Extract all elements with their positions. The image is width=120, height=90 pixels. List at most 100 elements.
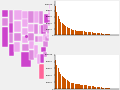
- FancyBboxPatch shape: [40, 54, 44, 63]
- FancyBboxPatch shape: [41, 25, 46, 34]
- Bar: [69, 82, 70, 89]
- Bar: [82, 85, 83, 89]
- Bar: [97, 87, 98, 89]
- Bar: [92, 32, 93, 35]
- Bar: [94, 33, 95, 35]
- FancyBboxPatch shape: [43, 41, 48, 47]
- Bar: [72, 30, 73, 35]
- Bar: [98, 33, 99, 35]
- Bar: [55, 60, 56, 89]
- Bar: [103, 34, 104, 35]
- FancyBboxPatch shape: [9, 20, 13, 36]
- Bar: [84, 85, 85, 89]
- Bar: [59, 19, 60, 35]
- FancyBboxPatch shape: [28, 24, 34, 32]
- Bar: [102, 88, 103, 89]
- Bar: [94, 86, 95, 89]
- Bar: [63, 77, 64, 89]
- Bar: [58, 16, 59, 35]
- Bar: [85, 32, 86, 35]
- Bar: [72, 83, 73, 89]
- FancyBboxPatch shape: [48, 22, 50, 26]
- FancyBboxPatch shape: [22, 11, 28, 19]
- Bar: [85, 85, 86, 89]
- FancyBboxPatch shape: [9, 44, 15, 56]
- FancyBboxPatch shape: [34, 45, 38, 58]
- FancyBboxPatch shape: [29, 41, 34, 49]
- FancyBboxPatch shape: [39, 64, 45, 78]
- Point: [8, 83, 9, 85]
- Bar: [67, 27, 68, 35]
- FancyBboxPatch shape: [34, 12, 39, 23]
- Bar: [99, 87, 100, 89]
- Bar: [81, 31, 82, 35]
- FancyBboxPatch shape: [48, 10, 50, 12]
- Bar: [64, 78, 65, 89]
- FancyBboxPatch shape: [2, 18, 8, 26]
- FancyBboxPatch shape: [2, 10, 8, 17]
- FancyBboxPatch shape: [2, 27, 8, 47]
- Bar: [107, 34, 108, 35]
- FancyBboxPatch shape: [43, 34, 47, 41]
- Bar: [65, 79, 66, 89]
- Bar: [106, 34, 107, 35]
- Bar: [88, 86, 89, 89]
- Bar: [86, 86, 87, 89]
- FancyBboxPatch shape: [48, 12, 50, 16]
- Bar: [80, 31, 81, 35]
- Bar: [63, 24, 64, 35]
- Bar: [76, 84, 77, 89]
- Bar: [77, 84, 78, 89]
- Bar: [89, 86, 90, 89]
- Bar: [101, 33, 102, 35]
- Bar: [82, 31, 83, 35]
- FancyBboxPatch shape: [22, 28, 28, 35]
- Bar: [67, 80, 68, 89]
- FancyBboxPatch shape: [14, 42, 20, 52]
- Bar: [101, 87, 102, 89]
- Bar: [81, 85, 82, 89]
- Bar: [102, 34, 103, 35]
- Bar: [95, 33, 96, 35]
- Bar: [80, 85, 81, 89]
- Bar: [75, 30, 76, 35]
- FancyBboxPatch shape: [14, 10, 22, 20]
- FancyBboxPatch shape: [37, 54, 40, 64]
- Point: [3, 83, 5, 85]
- Bar: [71, 29, 72, 35]
- Bar: [77, 31, 78, 35]
- Bar: [98, 87, 99, 89]
- Bar: [71, 83, 72, 89]
- FancyBboxPatch shape: [41, 47, 46, 52]
- Bar: [62, 23, 63, 35]
- FancyBboxPatch shape: [21, 52, 31, 67]
- FancyBboxPatch shape: [34, 24, 38, 34]
- Bar: [69, 28, 70, 35]
- Bar: [90, 86, 91, 89]
- FancyBboxPatch shape: [22, 36, 28, 43]
- FancyBboxPatch shape: [38, 36, 43, 42]
- Bar: [105, 34, 106, 35]
- Bar: [93, 33, 94, 35]
- FancyBboxPatch shape: [14, 21, 21, 32]
- FancyBboxPatch shape: [22, 44, 29, 51]
- Bar: [84, 31, 85, 35]
- Bar: [105, 88, 106, 89]
- Bar: [76, 31, 77, 35]
- Bar: [73, 30, 74, 35]
- FancyBboxPatch shape: [47, 29, 49, 34]
- FancyBboxPatch shape: [45, 14, 50, 23]
- Bar: [97, 33, 98, 35]
- Bar: [56, 65, 57, 89]
- Bar: [108, 88, 110, 89]
- Bar: [73, 83, 74, 89]
- Bar: [60, 22, 61, 35]
- Bar: [95, 87, 96, 89]
- Bar: [68, 28, 69, 35]
- FancyBboxPatch shape: [39, 11, 43, 24]
- Bar: [55, 6, 56, 35]
- Bar: [89, 32, 90, 35]
- FancyBboxPatch shape: [35, 36, 41, 42]
- Bar: [106, 88, 107, 89]
- Bar: [107, 88, 108, 89]
